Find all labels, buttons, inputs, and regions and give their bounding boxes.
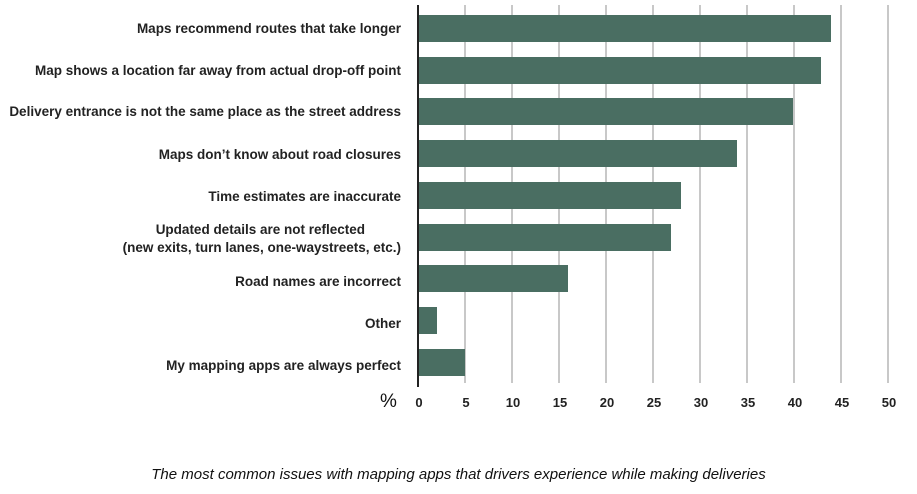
- x-tick: 15: [552, 395, 568, 410]
- y-axis-line: [417, 5, 419, 387]
- x-tick: 45: [834, 395, 850, 410]
- bar-road-closures: [418, 140, 737, 167]
- x-tick: 35: [740, 395, 756, 410]
- chart-caption: The most common issues with mapping apps…: [151, 466, 766, 483]
- category-label: Maps recommend routes that take longer: [136, 21, 401, 36]
- category-label: Time estimates are inaccurate: [208, 189, 401, 204]
- bar-location-far-away: [418, 57, 822, 84]
- x-tick: 40: [787, 395, 803, 410]
- gridline: [746, 5, 748, 383]
- bar-time-estimates: [418, 182, 681, 209]
- category-label: Other: [364, 316, 401, 331]
- category-label: Map shows a location far away from actua…: [34, 63, 401, 78]
- x-tick: 50: [881, 395, 897, 410]
- bar-updated-details: [418, 224, 672, 251]
- gridline: [840, 5, 842, 383]
- gridline: [699, 5, 701, 383]
- bar-road-names: [418, 265, 569, 292]
- gridline: [887, 5, 889, 383]
- category-label: Updated details are not reflected: [155, 222, 365, 237]
- x-tick: 5: [462, 395, 470, 410]
- category-label: (new exits, turn lanes, one-waystreets, …: [122, 240, 401, 255]
- x-tick: 30: [693, 395, 709, 410]
- category-label: Delivery entrance is not the same place …: [9, 104, 401, 119]
- x-tick: 0: [415, 395, 423, 410]
- bar-always-perfect: [418, 349, 465, 376]
- bar-other: [418, 307, 437, 334]
- x-axis-unit: %: [380, 391, 397, 412]
- x-tick: 25: [646, 395, 662, 410]
- bar-maps-recommend-longer-routes: [418, 15, 831, 42]
- x-tick: 10: [505, 395, 521, 410]
- plot-area: [417, 5, 898, 387]
- bar-delivery-entrance-mismatch: [418, 98, 794, 125]
- category-label: Maps don’t know about road closures: [158, 147, 401, 162]
- category-label: My mapping apps are always perfect: [166, 358, 401, 373]
- gridline: [793, 5, 795, 383]
- x-tick: 20: [599, 395, 615, 410]
- category-label: Road names are incorrect: [235, 274, 401, 289]
